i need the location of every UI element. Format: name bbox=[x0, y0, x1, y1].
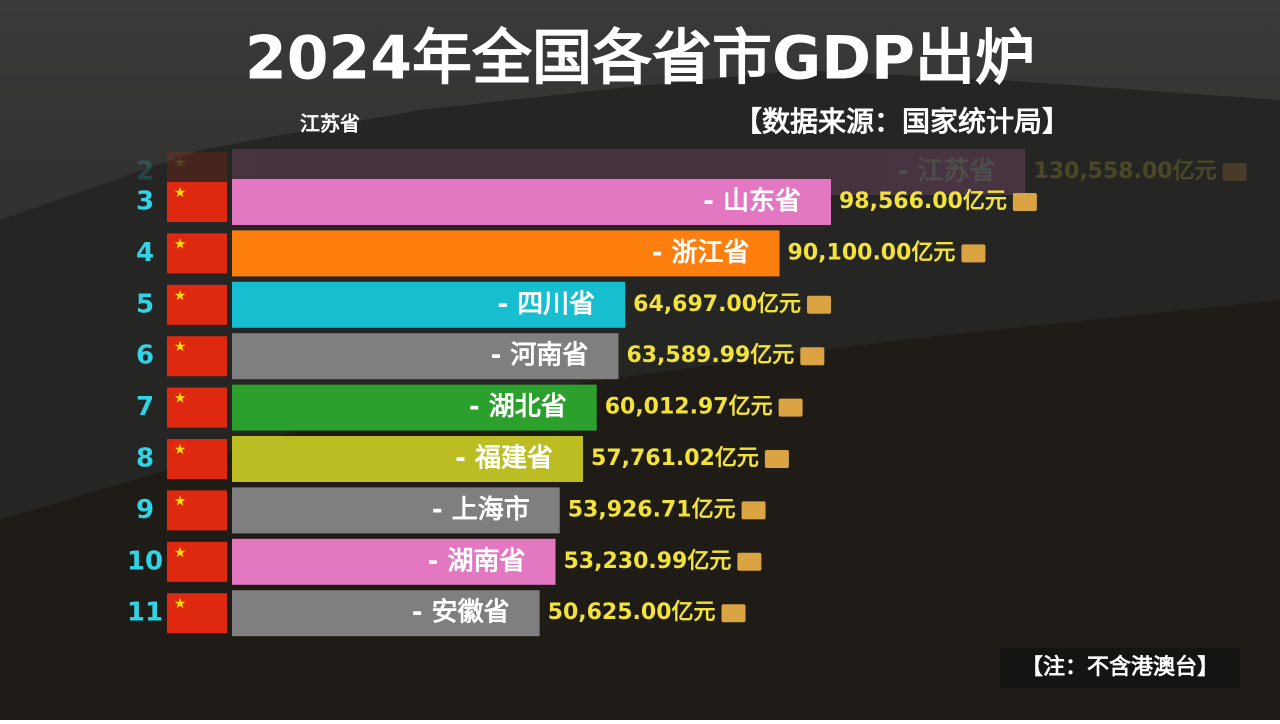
value-label: 60,012.97亿元 bbox=[605, 395, 773, 420]
money-icon bbox=[741, 501, 766, 520]
bar-label: - 湖南省 bbox=[428, 546, 526, 576]
money-icon bbox=[737, 552, 762, 571]
flag bbox=[167, 490, 227, 531]
flag-star: ★ bbox=[174, 288, 187, 304]
flag-star: ★ bbox=[174, 545, 187, 561]
flag-star: ★ bbox=[174, 596, 187, 612]
bar bbox=[232, 333, 619, 380]
row: 7 ★ - 湖北省 60,012.97亿元 bbox=[136, 384, 803, 431]
bar-label: - 福建省 bbox=[455, 444, 553, 474]
bar bbox=[232, 384, 597, 431]
money-icon bbox=[800, 347, 825, 366]
row: 3 ★ - 山东省 98,566.00亿元 bbox=[136, 179, 1037, 225]
row: 8 ★ - 福建省 57,761.02亿元 bbox=[136, 436, 789, 482]
row: 4 ★ - 浙江省 90,100.00亿元 bbox=[136, 230, 986, 277]
value-label: 63,589.99亿元 bbox=[626, 343, 794, 368]
money-icon bbox=[721, 604, 746, 623]
rank: 2 bbox=[136, 157, 154, 187]
bar-label: - 山东省 bbox=[703, 186, 801, 217]
value-label: 64,697.00亿元 bbox=[633, 292, 801, 317]
bar-label: - 浙江省 bbox=[652, 238, 750, 268]
value-label: 53,230.99亿元 bbox=[563, 549, 731, 574]
value-label: 98,566.00亿元 bbox=[839, 189, 1007, 214]
value-label: 57,761.02亿元 bbox=[591, 446, 759, 471]
chart-title: 2024年全国各省市GDP出炉 bbox=[245, 24, 1035, 94]
row: 11 ★ - 安徽省 50,625.00亿元 bbox=[127, 590, 746, 637]
flag bbox=[167, 593, 227, 634]
value-label: 53,926.71亿元 bbox=[568, 497, 736, 522]
bar bbox=[232, 487, 560, 534]
flag bbox=[167, 439, 227, 479]
money-icon bbox=[961, 244, 986, 263]
money-icon bbox=[1012, 193, 1037, 211]
bar bbox=[232, 230, 780, 277]
rank: 5 bbox=[136, 289, 154, 319]
value-label: 90,100.00亿元 bbox=[788, 240, 956, 265]
bar-label: - 湖北省 bbox=[469, 392, 567, 422]
note-box bbox=[1000, 648, 1240, 688]
source: 【数据来源：国家统计局】 bbox=[734, 105, 1070, 138]
flag bbox=[167, 233, 227, 274]
flag-star: ★ bbox=[174, 185, 187, 201]
bar bbox=[232, 179, 831, 225]
value-label: 50,625.00亿元 bbox=[548, 600, 716, 625]
row: 10 ★ - 湖南省 53,230.99亿元 bbox=[127, 538, 762, 585]
subtitle: 江苏省 bbox=[300, 112, 360, 136]
rank: 10 bbox=[127, 546, 163, 576]
rank: 11 bbox=[127, 598, 163, 628]
value-label: 130,558.00亿元 bbox=[1033, 159, 1216, 184]
flag-star: ★ bbox=[174, 391, 187, 407]
bar bbox=[232, 436, 584, 482]
row: 6 ★ - 河南省 63,589.99亿元 bbox=[136, 333, 825, 380]
money-icon bbox=[807, 295, 832, 314]
rank: 6 bbox=[136, 341, 154, 371]
flag bbox=[167, 387, 227, 428]
bar-label: - 河南省 bbox=[491, 341, 589, 371]
rank: 3 bbox=[136, 187, 154, 217]
money-icon bbox=[1222, 163, 1247, 181]
flag bbox=[167, 182, 227, 222]
rank: 9 bbox=[136, 495, 154, 525]
flag-star: ★ bbox=[174, 155, 187, 171]
rank: 7 bbox=[136, 392, 154, 422]
flag-star: ★ bbox=[174, 339, 187, 355]
bar bbox=[232, 590, 540, 637]
bar bbox=[232, 281, 626, 328]
flag-star: ★ bbox=[174, 442, 187, 458]
flag bbox=[167, 284, 227, 325]
flag-star: ★ bbox=[174, 236, 187, 252]
bar-label: - 江苏省 bbox=[898, 157, 996, 187]
flag bbox=[167, 336, 227, 377]
bar-label: - 安徽省 bbox=[412, 598, 510, 628]
flag bbox=[167, 541, 227, 582]
bar-label: - 上海市 bbox=[432, 494, 530, 525]
note: 【注：不含港澳台】 bbox=[1021, 654, 1219, 680]
money-icon bbox=[778, 398, 803, 417]
rank: 4 bbox=[136, 238, 154, 268]
row: 5 ★ - 四川省 64,697.00亿元 bbox=[136, 281, 832, 328]
row: 9 ★ - 上海市 53,926.71亿元 bbox=[136, 487, 766, 534]
flag-star: ★ bbox=[174, 493, 187, 509]
money-icon bbox=[764, 450, 789, 468]
rank: 8 bbox=[136, 444, 154, 474]
bar bbox=[232, 538, 556, 585]
bar-label: - 四川省 bbox=[497, 289, 595, 319]
